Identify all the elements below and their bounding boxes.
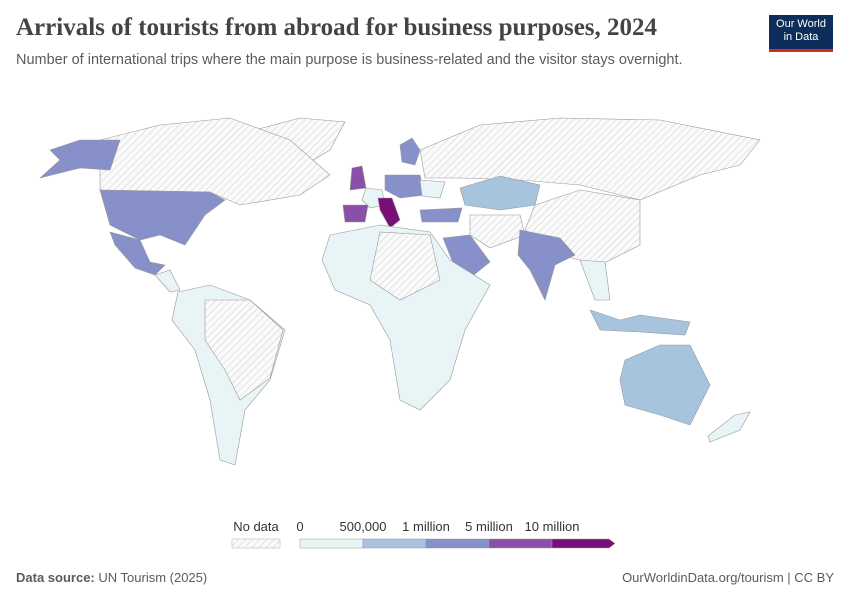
subtitle: Number of international trips where the … [16, 52, 683, 68]
legend-bin [488, 538, 553, 549]
brazil[interactable] [204, 299, 284, 401]
spain[interactable] [342, 204, 369, 223]
mexico[interactable] [109, 231, 166, 276]
legend-bin [551, 538, 616, 549]
turkey[interactable] [419, 207, 463, 223]
credit[interactable]: OurWorldinData.org/tourism | CC BY [622, 570, 834, 585]
southeast-asia[interactable] [579, 259, 611, 301]
africa[interactable] [321, 224, 491, 411]
legend-bin [425, 538, 490, 549]
logo[interactable]: Our World in Data [769, 15, 833, 52]
uk[interactable] [349, 165, 367, 191]
central-america[interactable] [154, 269, 181, 293]
source-label: Data source: [16, 570, 95, 585]
australia[interactable] [619, 344, 711, 426]
legend-no-data [231, 538, 281, 549]
legend-bin [362, 538, 427, 549]
legend-label: No data [233, 519, 279, 534]
africa-nodata[interactable] [369, 231, 441, 301]
legend-label: 500,000 [340, 519, 387, 534]
legend-bin [299, 538, 364, 549]
ukraine[interactable] [419, 179, 446, 199]
logo-text: Our World [776, 18, 826, 30]
source-text: UN Tourism (2025) [98, 570, 208, 585]
india[interactable] [517, 229, 576, 301]
logo-text: in Data [783, 31, 819, 43]
usa[interactable] [99, 189, 226, 246]
title: Arrivals of tourists from abroad for bus… [16, 14, 658, 41]
legend-label: 5 million [465, 519, 513, 534]
legend-label: 10 million [525, 519, 580, 534]
italy[interactable] [377, 197, 401, 229]
legend-label: 1 million [402, 519, 450, 534]
indonesia[interactable] [589, 309, 691, 336]
new-zealand[interactable] [707, 411, 751, 443]
source: Data source: UN Tourism (2025) [16, 570, 207, 585]
alaska[interactable] [39, 139, 121, 179]
middle-east[interactable] [469, 214, 526, 249]
central-europe[interactable] [384, 174, 426, 199]
kazakhstan[interactable] [459, 175, 541, 211]
legend-label: 0 [296, 519, 303, 534]
scandinavia[interactable] [399, 137, 421, 166]
